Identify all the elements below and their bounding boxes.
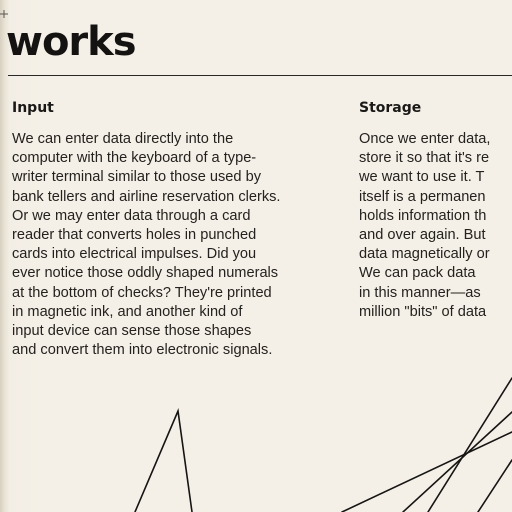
illustration-diagonal-line bbox=[402, 411, 512, 512]
storage-line: We can pack data bbox=[359, 265, 476, 282]
storage-body: Once we enter data, store it so that it'… bbox=[359, 130, 512, 322]
storage-line: we want to use it. T bbox=[359, 169, 485, 186]
input-section: Input We can enter data directly into th… bbox=[12, 98, 352, 360]
input-line: reader that converts holes in punched bbox=[12, 227, 257, 244]
page-headline: works bbox=[6, 19, 137, 65]
input-heading: Input bbox=[12, 100, 54, 116]
storage-section: Storage Once we enter data, store it so … bbox=[359, 98, 512, 322]
illustration-diagonal-line bbox=[427, 377, 512, 512]
illustration-peak-line bbox=[134, 408, 193, 512]
illustration-diagonal-line bbox=[477, 459, 512, 512]
page-spine-shadow bbox=[0, 0, 9, 512]
crop-mark-icon bbox=[0, 10, 8, 18]
input-line: cards into electrical impulses. Did you bbox=[12, 246, 257, 263]
storage-line: itself is a permanen bbox=[359, 188, 486, 205]
storage-line: Once we enter data, bbox=[359, 131, 491, 147]
input-line: at the bottom of checks? They're printed bbox=[12, 284, 272, 301]
storage-line: million "bits" of data bbox=[359, 303, 487, 320]
input-line: and convert them into electronic signals… bbox=[12, 342, 273, 359]
input-body: We can enter data directly into the comp… bbox=[12, 130, 352, 360]
illustration-diagonal-line bbox=[341, 431, 512, 512]
input-line: We can enter data directly into the bbox=[12, 131, 234, 147]
input-line: computer with the keyboard of a type- bbox=[12, 150, 257, 167]
storage-line: holds information th bbox=[359, 207, 487, 224]
input-line: bank tellers and airline reservation cle… bbox=[12, 188, 281, 205]
input-line: ever notice those oddly shaped numerals bbox=[12, 265, 279, 282]
storage-line: and over again. But bbox=[359, 227, 486, 244]
input-line: in magnetic ink, and another kind of bbox=[12, 303, 243, 320]
input-line: input device can sense those shapes bbox=[12, 323, 252, 340]
input-line: Or we may enter data through a card bbox=[12, 207, 251, 224]
storage-line: store it so that it's re bbox=[359, 150, 490, 167]
storage-line: data magnetically or bbox=[359, 246, 490, 263]
headline-rule bbox=[8, 75, 512, 76]
storage-heading: Storage bbox=[359, 100, 422, 116]
input-line: writer terminal similar to those used by bbox=[12, 169, 261, 186]
storage-line: in this manner—as bbox=[359, 284, 481, 301]
